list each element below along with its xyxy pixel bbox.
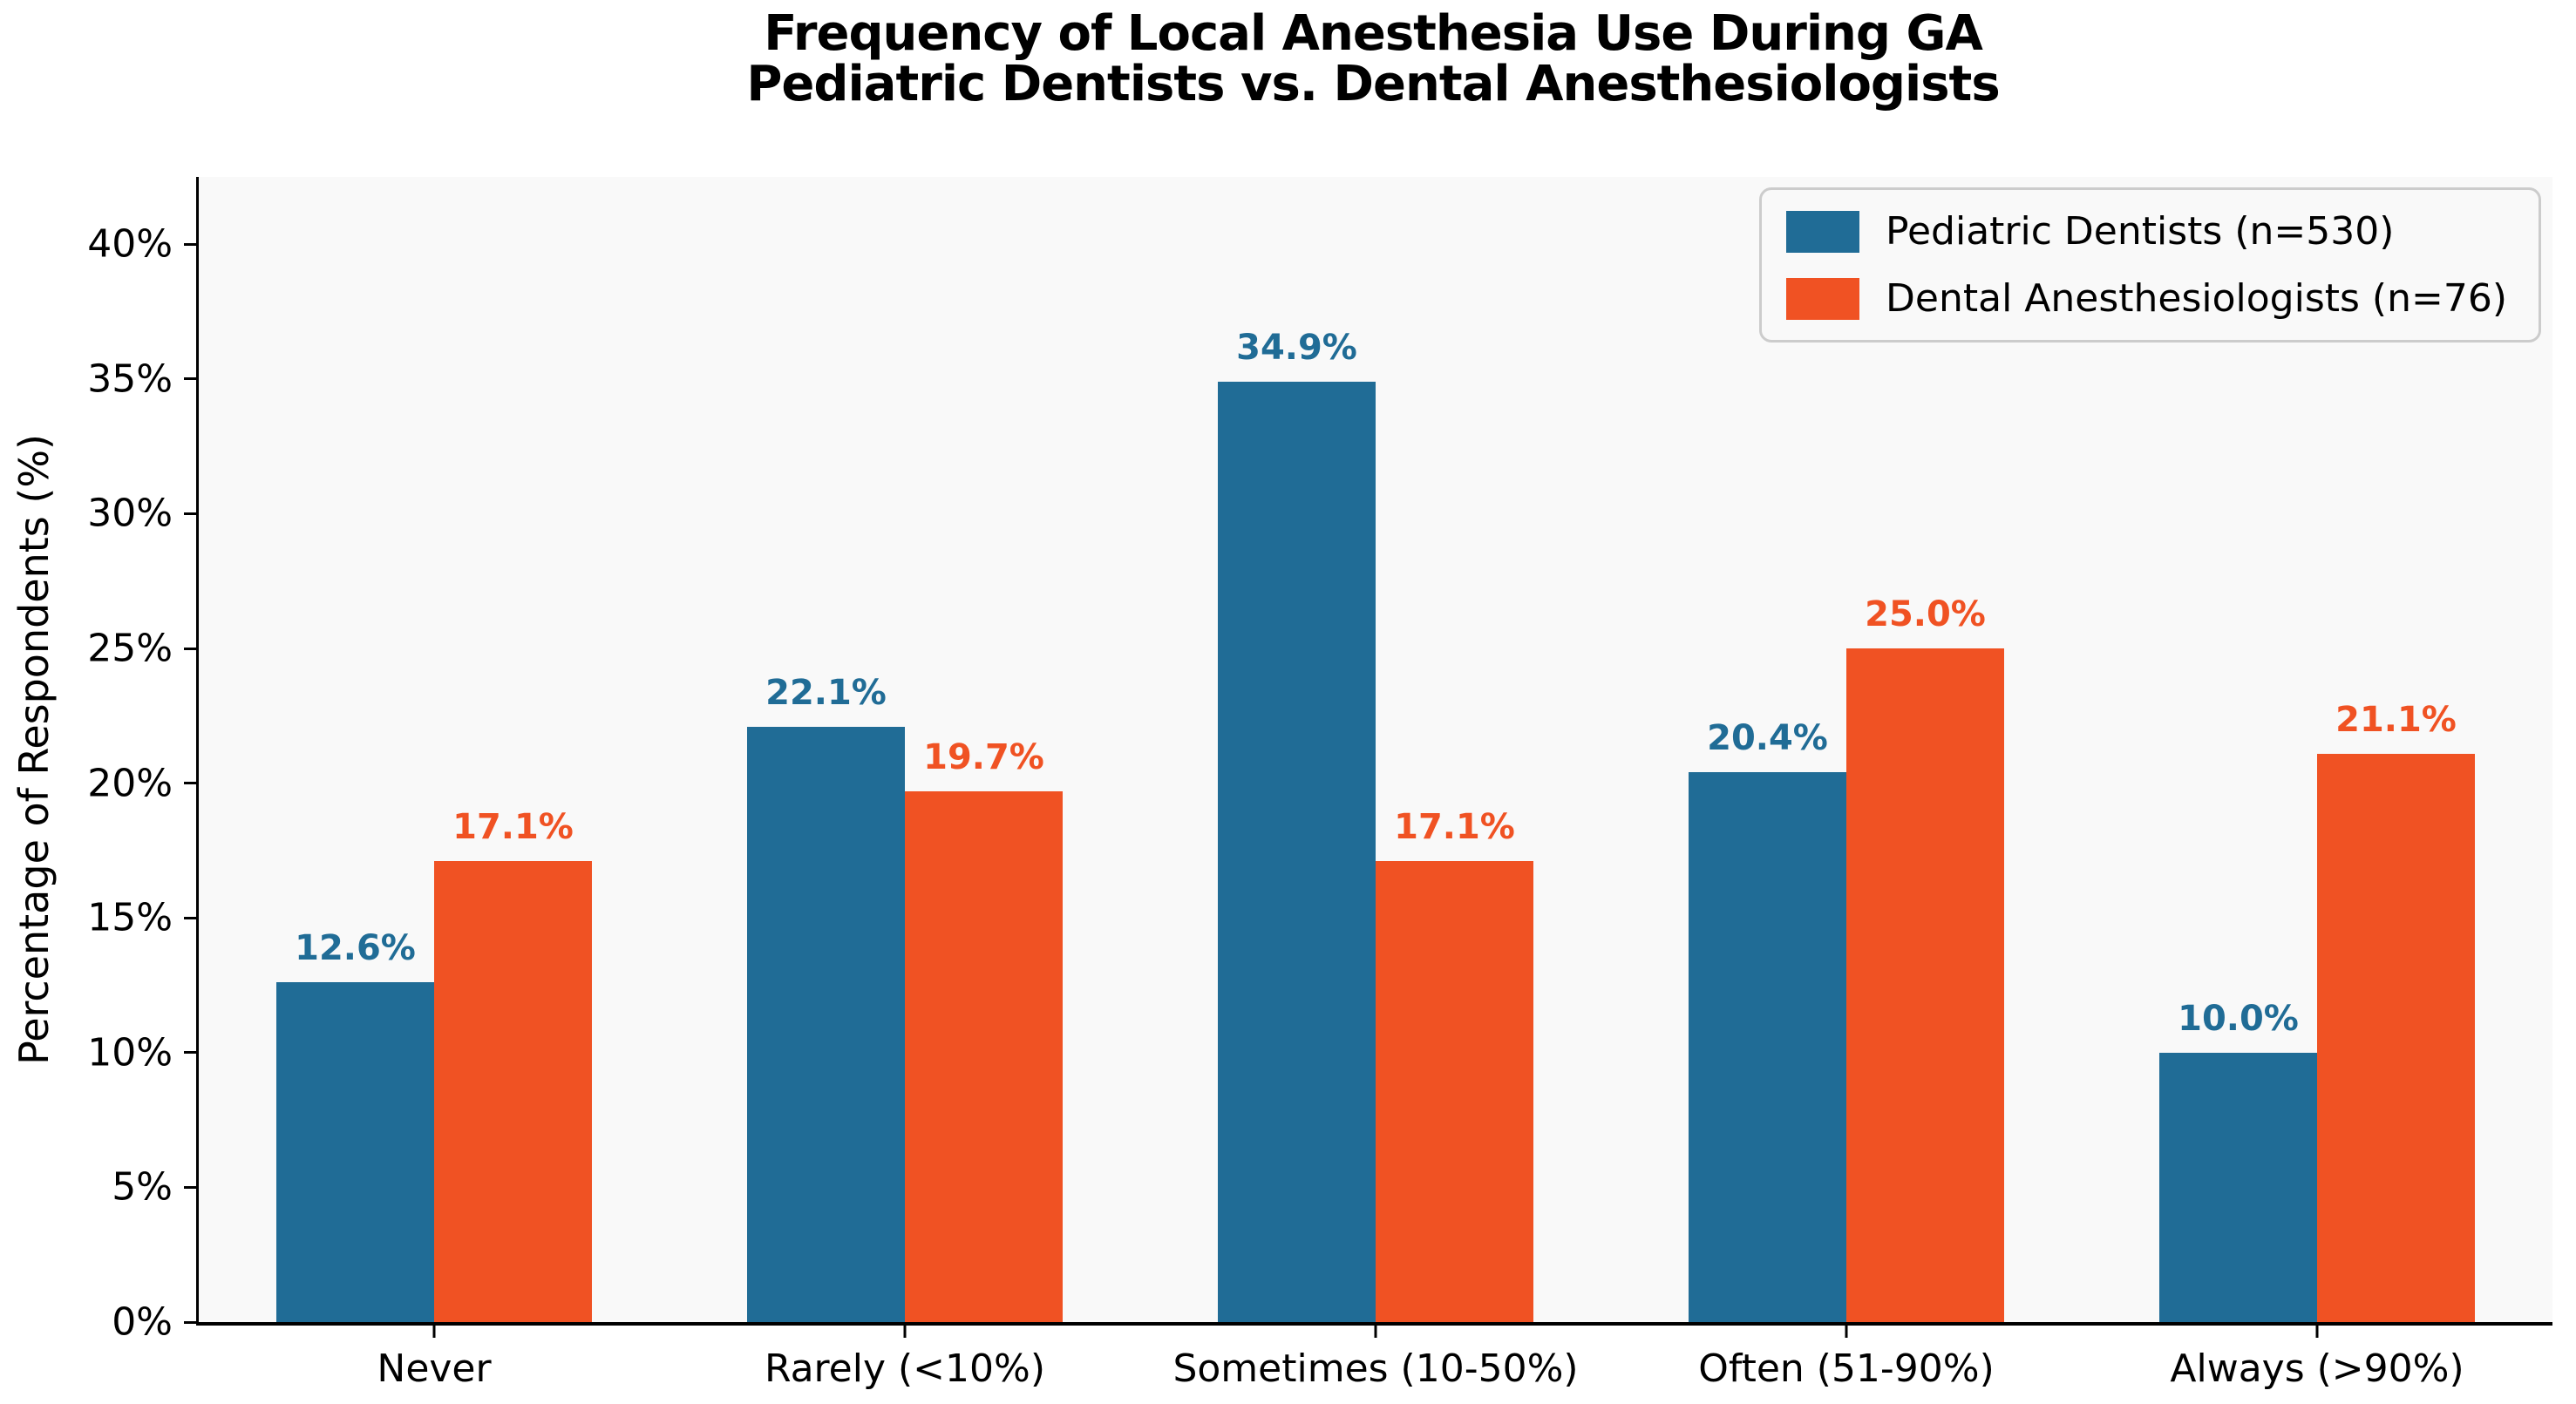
legend-swatch-icon [1786, 210, 1860, 253]
bar-pair: 20.4% 25.0% [1689, 594, 2004, 1322]
bar-value-label: 19.7% [923, 736, 1044, 777]
bar-pair: 34.9% 17.1% [1218, 328, 1533, 1322]
bar-pair: 12.6% 17.1% [276, 807, 592, 1322]
y-tick-label: 35% [87, 356, 173, 402]
x-tick [2315, 1326, 2319, 1338]
y-tick [184, 512, 196, 515]
bar-pair: 10.0% 21.1% [2159, 700, 2475, 1322]
y-tick-label: 25% [87, 626, 173, 671]
bar: 19.7% [905, 737, 1063, 1322]
bar-value-label: 22.1% [765, 672, 887, 713]
bar-value-label: 21.1% [2335, 699, 2457, 740]
x-tick-label: Sometimes (10-50%) [1172, 1346, 1579, 1391]
x-tick-label: Never [377, 1346, 492, 1391]
legend-label: Dental Anesthesiologists (n=76) [1886, 276, 2507, 321]
x-tick-label: Always (>90%) [2170, 1346, 2464, 1391]
bar-value-label: 20.4% [1707, 718, 1828, 759]
legend: Pediatric Dentists (n=530) Dental Anesthe… [1759, 187, 2541, 343]
y-tick-label: 10% [87, 1030, 173, 1075]
bar-value-label: 25.0% [1865, 594, 1986, 635]
bar: 20.4% [1689, 718, 1846, 1322]
legend-swatch-icon [1786, 277, 1860, 320]
y-tick-label: 0% [112, 1299, 173, 1345]
y-axis-label-wrap: Percentage of Respondents (%) [0, 177, 68, 1322]
bar-groups: 12.6% 17.1% Never 22.1% 19.7% Rarely (<10%) 34… [199, 177, 2552, 1391]
plot-area: 0% 5% 10% 15% 20% 25% 30% 35% 40% 12.6% 17.1% Neve… [87, 177, 2552, 1391]
bar: 10.0% [2159, 999, 2317, 1322]
legend-item: Pediatric Dentists (n=530) [1786, 209, 2507, 254]
x-tick [1845, 1326, 1848, 1338]
chart-title: Frequency of Local Anesthesia Use During… [196, 5, 2550, 113]
bar-group: 20.4% 25.0% Often (51-90%) [1611, 177, 2082, 1391]
bar-value-label: 12.6% [295, 928, 416, 969]
y-tick [184, 1051, 196, 1055]
bar-value-label: 10.0% [2178, 998, 2299, 1039]
bar: 21.1% [2317, 700, 2475, 1322]
y-tick [184, 1320, 196, 1324]
y-tick-label: 20% [87, 761, 173, 806]
bar-group: 10.0% 21.1% Always (>90%) [2082, 177, 2552, 1391]
legend-label: Pediatric Dentists (n=530) [1886, 209, 2395, 254]
y-tick-label: 5% [112, 1164, 173, 1210]
y-tick [184, 916, 196, 919]
bar: 25.0% [1846, 594, 2004, 1322]
bar-group: 12.6% 17.1% Never [199, 177, 669, 1391]
x-tick-label: Rarely (<10%) [764, 1346, 1046, 1391]
y-axis-label: Percentage of Respondents (%) [10, 434, 58, 1065]
bar-value-label: 17.1% [1394, 807, 1515, 848]
y-tick [184, 377, 196, 381]
chart-title-line1: Frequency of Local Anesthesia Use During… [764, 5, 1983, 62]
y-tick-label: 30% [87, 491, 173, 536]
bar: 17.1% [434, 807, 592, 1322]
bar-value-label: 17.1% [452, 807, 574, 848]
bar-pair: 22.1% 19.7% [747, 673, 1063, 1322]
x-tick-label: Often (51-90%) [1698, 1346, 1995, 1391]
x-tick [903, 1326, 907, 1338]
chart-title-line2: Pediatric Dentists vs. Dental Anesthesio… [746, 56, 2000, 113]
y-tick [184, 782, 196, 785]
bar: 34.9% [1218, 328, 1376, 1322]
bar-group: 34.9% 17.1% Sometimes (10-50%) [1140, 177, 1611, 1391]
bar: 17.1% [1376, 807, 1533, 1322]
bar-group: 22.1% 19.7% Rarely (<10%) [669, 177, 1140, 1391]
y-tick-label: 40% [87, 221, 173, 267]
y-tick [184, 647, 196, 650]
legend-item: Dental Anesthesiologists (n=76) [1786, 276, 2507, 321]
y-tick-label: 15% [87, 895, 173, 940]
x-tick [432, 1326, 436, 1338]
bar-value-label: 34.9% [1236, 327, 1357, 368]
y-tick [184, 1185, 196, 1189]
x-tick [1374, 1326, 1377, 1338]
bar: 12.6% [276, 928, 434, 1322]
y-tick [184, 242, 196, 246]
bar: 22.1% [747, 673, 905, 1322]
